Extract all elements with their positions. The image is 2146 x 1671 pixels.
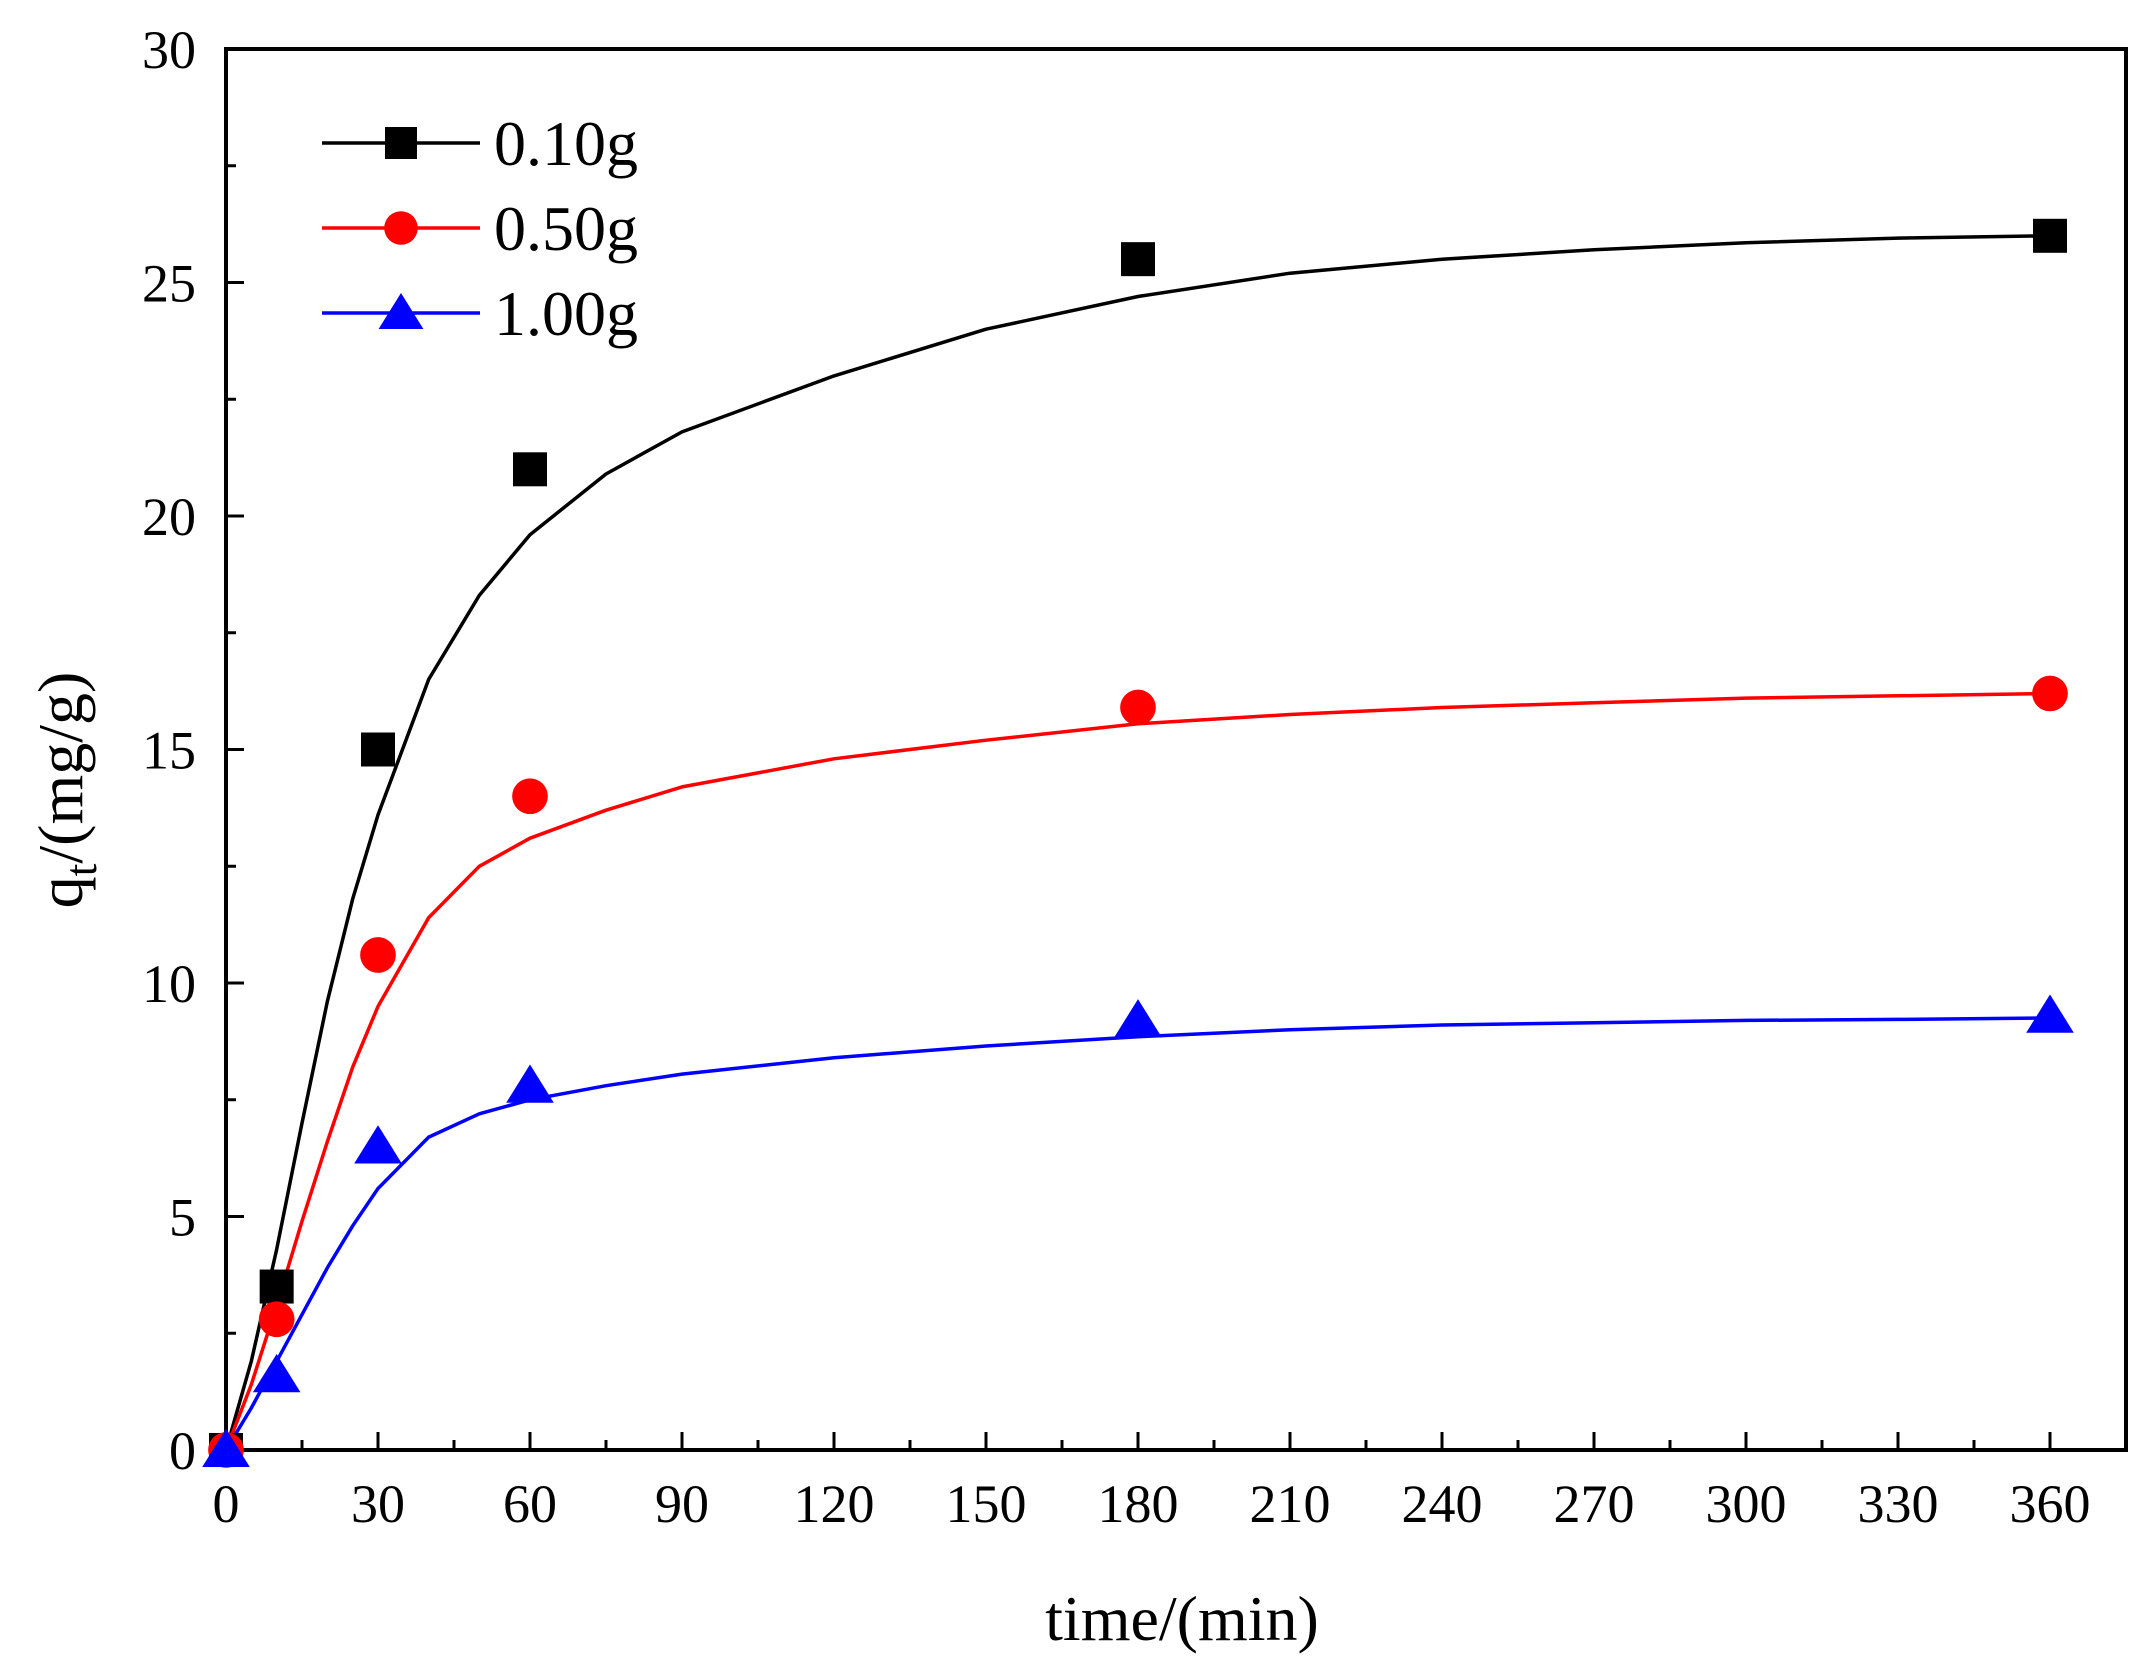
data-point-050g: [512, 778, 548, 815]
data-point-100g: [202, 1428, 250, 1467]
y-axis-title-subscript: t: [55, 863, 106, 876]
x-tick-label: 270: [1554, 1474, 1635, 1534]
legend-marker-100g: [378, 293, 424, 329]
fit-curves-layer: [224, 234, 2051, 1451]
y-tick-label: 10: [142, 954, 196, 1014]
x-tick-label: 90: [655, 1474, 709, 1534]
legend-label-050g: 0.50g: [494, 193, 638, 264]
y-tick-label: 5: [169, 1188, 196, 1248]
x-tick-label: 30: [351, 1474, 405, 1534]
data-point-050g: [258, 1301, 295, 1338]
x-tick-label: 210: [1250, 1474, 1331, 1534]
y-axis-title-q: q: [25, 876, 96, 908]
y-tick-label: 25: [142, 254, 196, 314]
data-point-010g: [1121, 242, 1155, 277]
y-tick-label: 15: [142, 721, 196, 781]
data-point-100g: [252, 1354, 301, 1393]
legend-marker-050g: [384, 211, 418, 245]
legend-label-100g: 1.00g: [494, 278, 638, 349]
x-axis-title: time/(min): [1045, 1583, 1319, 1654]
fit-curve-100g: [224, 1016, 2051, 1451]
data-point-100g: [1114, 999, 1162, 1038]
x-tick-label: 300: [1706, 1474, 1787, 1534]
data-point-010g: [361, 732, 395, 767]
x-tick-label: 150: [946, 1474, 1027, 1534]
y-axis-title: qt/(mg/g): [25, 672, 106, 909]
data-points-layer: [202, 218, 2074, 1468]
x-tick-label: 360: [2010, 1474, 2091, 1534]
data-point-010g: [2033, 218, 2067, 253]
legend-label-010g: 0.10g: [494, 108, 638, 179]
data-point-010g: [259, 1269, 294, 1304]
x-tick-label: 240: [1402, 1474, 1483, 1534]
x-tick-label: 60: [503, 1474, 557, 1534]
y-axis-title-units: /(mg/g): [25, 672, 96, 864]
legend: 0.10g 0.50g 1.00g: [322, 108, 638, 349]
data-point-100g: [506, 1064, 554, 1103]
data-point-050g: [360, 937, 396, 973]
data-point-050g: [2032, 675, 2068, 712]
axes-layer: 0 30 60 90 120 150 180 210 240 270 300 330 360 0 5 10 15…: [142, 20, 2128, 1534]
fit-curve-010g: [224, 234, 2051, 1451]
data-point-100g: [354, 1125, 402, 1164]
x-tick-label: 120: [794, 1474, 875, 1534]
x-tick-label: 0: [213, 1474, 240, 1534]
x-tick-label: 180: [1098, 1474, 1179, 1534]
y-tick-label: 30: [142, 20, 196, 80]
y-tick-label: 0: [169, 1421, 196, 1481]
legend-marker-010g: [385, 127, 417, 159]
data-point-100g: [2026, 994, 2074, 1033]
x-tick-label: 330: [1858, 1474, 1939, 1534]
data-point-050g: [1120, 689, 1156, 726]
y-tick-label: 20: [142, 487, 196, 547]
data-point-010g: [513, 452, 547, 487]
fit-curve-050g: [224, 691, 2051, 1451]
